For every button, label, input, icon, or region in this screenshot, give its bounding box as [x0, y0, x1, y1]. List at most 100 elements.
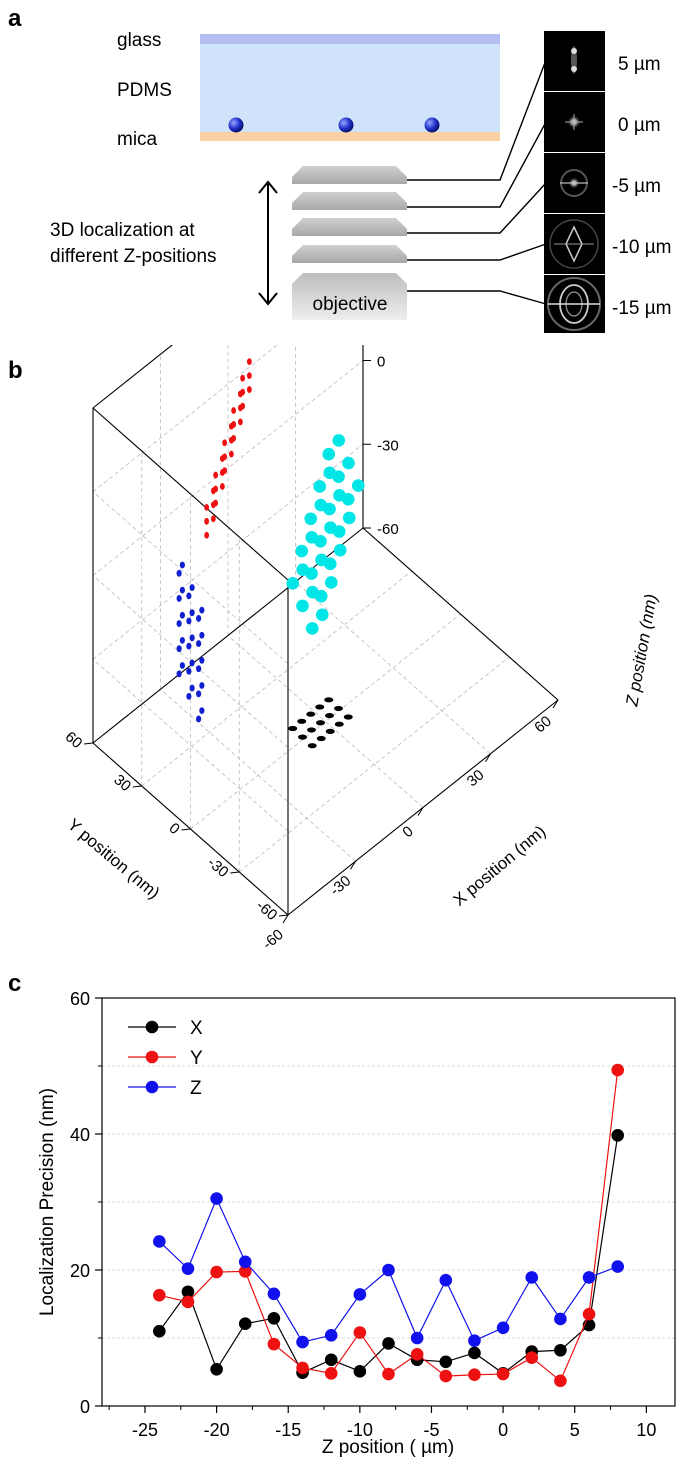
xz-projection-point [237, 418, 243, 426]
legend-label: Z [190, 1078, 202, 1099]
xz-projection-point [246, 372, 252, 380]
data-point [439, 1273, 453, 1287]
data-point [238, 1317, 252, 1331]
yz-projection-point [189, 609, 195, 617]
data-point [382, 1337, 395, 1350]
data-point [210, 1362, 223, 1376]
data-point [324, 1328, 338, 1342]
legend: XYZ [128, 1018, 203, 1099]
legend-label: X [190, 1018, 203, 1039]
axis-edge [92, 345, 173, 409]
yz-projection-point [189, 634, 195, 642]
xz-projection-point [240, 388, 246, 396]
floor-grid-line [227, 635, 424, 808]
xyz-point [313, 480, 327, 493]
xyz-point [324, 576, 338, 589]
data-point [324, 1353, 338, 1367]
yz-projection-point [199, 682, 205, 689]
data-point [410, 1331, 424, 1345]
data-point [153, 1235, 166, 1248]
data-point [554, 1374, 567, 1388]
data-point [353, 1365, 367, 1378]
yz-projection-point [196, 690, 202, 698]
wall-grid-line [92, 575, 289, 748]
yz-projection-point [196, 715, 202, 723]
data-point [153, 1288, 166, 1302]
y-axis-label: Y position (nm) [64, 815, 164, 903]
x-tick-label: -5 [423, 1420, 439, 1440]
data-point [439, 1369, 453, 1383]
xz-projection-point [228, 450, 234, 458]
floor-grid-line [141, 570, 412, 787]
x-tick-label: 10 [636, 1420, 656, 1440]
yz-projection-point [196, 640, 202, 647]
wall-grid-line [92, 345, 278, 493]
z-scan-arrow-icon [258, 180, 278, 306]
bead [228, 117, 244, 133]
yz-projection-point [176, 645, 182, 653]
data-point [468, 1368, 481, 1382]
z-label-0: 0 µm [618, 115, 661, 136]
data-point [181, 1262, 195, 1275]
data-point [468, 1346, 481, 1360]
yz-projection-point [196, 615, 202, 622]
xyz-point [286, 577, 300, 590]
xyz-point [332, 434, 346, 447]
axes-box [92, 345, 559, 916]
data-point [525, 1271, 539, 1284]
y-tick-mark [230, 871, 240, 874]
xyz-point [332, 470, 345, 484]
y-tick-label: 40 [70, 1125, 90, 1145]
data-point [238, 1265, 252, 1278]
xy-projection-point [307, 743, 317, 749]
data-point [496, 1367, 510, 1381]
y-tick-label: -60 [253, 897, 281, 924]
floor-grid-line [190, 613, 461, 830]
xy-projection-point [298, 734, 307, 740]
xz-projection-point [222, 453, 228, 461]
xz-projection-point [240, 374, 246, 382]
yz-projection-point [179, 662, 185, 669]
xyz-point [315, 608, 329, 622]
y-tick-mark [132, 785, 142, 788]
x-tick-mark [282, 914, 289, 924]
xyz-point [314, 589, 328, 603]
yz-projection-point [179, 611, 185, 619]
yz-projection-point [176, 569, 182, 577]
series-z [153, 1192, 624, 1349]
x-tick-label: 5 [570, 1420, 580, 1440]
xy-projection-point [306, 711, 316, 717]
floor-grid-line [295, 581, 491, 755]
x-axis-label: X position (nm) [450, 822, 550, 910]
yz-projection-point [189, 584, 195, 591]
y-tick-label: 0 [166, 820, 183, 838]
x-tick-label: -10 [347, 1420, 373, 1440]
y-tick-label: 60 [62, 728, 86, 752]
z-axis-label: Z position (nm) [622, 593, 661, 709]
xy-projection-point [325, 728, 335, 734]
x-tick-label: 0 [399, 823, 416, 841]
pdms-layer [200, 44, 500, 132]
psf-image-minus5um [544, 153, 605, 213]
legend-item-z: Z [128, 1078, 202, 1099]
bead [338, 117, 354, 133]
x-tick-label: -25 [132, 1420, 158, 1440]
data-point [582, 1307, 596, 1321]
z-label-5: 5 µm [618, 54, 661, 75]
xz-projection-point [222, 467, 228, 475]
z-label-minus5: -5 µm [612, 176, 661, 197]
xyz-points [286, 434, 365, 635]
data-point [353, 1288, 367, 1301]
localization-text-line2: different Z-positions [50, 246, 217, 267]
bead [424, 117, 440, 133]
data-point [554, 1343, 567, 1357]
projections [176, 358, 353, 749]
x-tick-label: -60 [259, 926, 287, 953]
data-point [554, 1312, 567, 1326]
yz-projection-point [199, 606, 205, 614]
xyz-point [323, 557, 337, 571]
series-line [159, 1070, 619, 1382]
data-point [611, 1063, 624, 1077]
xz-projection-point [213, 471, 219, 479]
